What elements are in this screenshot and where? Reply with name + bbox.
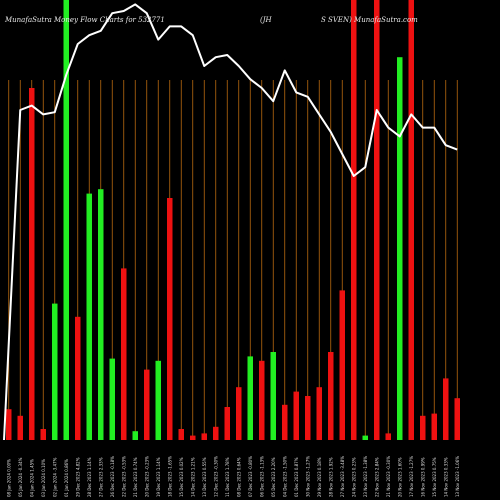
bar bbox=[316, 387, 322, 440]
bar bbox=[374, 0, 380, 440]
x-tick-label: 13 Dec 2023 0.55% bbox=[202, 457, 207, 497]
bar bbox=[328, 352, 334, 440]
x-tick-label: 28 Nov 2023 1.92% bbox=[328, 457, 333, 497]
x-tick-label: 30 Nov 2023 -1.27% bbox=[305, 456, 310, 497]
bar bbox=[121, 268, 127, 440]
chart-title-left: MunafaSutra Money Flow Charts for 532771 bbox=[4, 16, 165, 24]
bar bbox=[167, 198, 173, 440]
x-tick-label: 22 Nov 2023 2.84% bbox=[374, 457, 379, 497]
x-tick-label: 29 Dec 2023 4.82% bbox=[75, 457, 80, 497]
x-tick-label: 27 Nov 2023 -3.48% bbox=[340, 456, 345, 497]
x-tick-label: 14 Nov 2023 0.33% bbox=[443, 457, 448, 497]
x-tick-label: 28 Dec 2023 1.14% bbox=[87, 457, 92, 497]
bar bbox=[6, 409, 12, 440]
bar bbox=[213, 426, 219, 440]
bar bbox=[190, 435, 196, 440]
bar bbox=[259, 360, 265, 440]
bar bbox=[270, 352, 276, 440]
bar bbox=[52, 303, 58, 440]
x-tick-label: 07 Dec 2023 -0.80% bbox=[248, 456, 253, 497]
chart-title-mid: (JH bbox=[260, 16, 273, 24]
bar bbox=[408, 0, 414, 440]
bar bbox=[224, 407, 230, 440]
bar bbox=[178, 429, 184, 440]
bar bbox=[351, 0, 357, 440]
x-tick-label: 18 Dec 2023 -1.65% bbox=[167, 456, 172, 497]
bar bbox=[420, 415, 426, 440]
x-tick-label: 24 Nov 2023 0.23% bbox=[351, 457, 356, 497]
price-line bbox=[3, 3, 458, 441]
x-tick-label: 05 Dec 2023 2.20% bbox=[271, 457, 276, 497]
x-tick-label: 03 Jan 2024 0.10% bbox=[41, 459, 46, 497]
x-tick-label: 06 Dec 2023 -1.13% bbox=[259, 456, 264, 497]
x-tick-label: 17 Nov 2023 -1.27% bbox=[409, 456, 414, 497]
bar bbox=[397, 57, 403, 440]
x-tick-label: 20 Nov 2023 1.60% bbox=[397, 457, 402, 497]
bar bbox=[17, 415, 23, 440]
x-tick-labels: 08 Jan 2024 0.00% 05 Jan 2024 -0.34% 04 Ja… bbox=[6, 456, 460, 497]
x-tick-label: 12 Dec 2023 -0.30% bbox=[213, 456, 218, 497]
bar bbox=[40, 429, 46, 440]
x-tick-label: 23 Nov 2023 -1.38% bbox=[363, 456, 368, 497]
x-tick-label: 15 Nov 2023 0.75% bbox=[432, 457, 437, 497]
x-tick-label: 08 Jan 2024 0.00% bbox=[6, 459, 11, 497]
bar bbox=[155, 360, 161, 440]
bar bbox=[86, 193, 92, 440]
price-line-path bbox=[3, 3, 458, 441]
x-tick-label: 01 Dec 2023 0.87% bbox=[294, 457, 299, 497]
bar bbox=[75, 316, 81, 440]
x-tick-label: 13 Nov 2023 -1.06% bbox=[455, 456, 460, 497]
bar bbox=[305, 396, 311, 440]
x-tick-label: 04 Dec 2023 -1.50% bbox=[282, 456, 287, 497]
x-tick-label: 15 Dec 2023 0.02% bbox=[179, 457, 184, 497]
bar bbox=[443, 378, 449, 440]
bar bbox=[63, 0, 69, 440]
x-tick-label: 14 Dec 2023 1.21% bbox=[190, 457, 195, 497]
bar bbox=[362, 435, 368, 440]
bar bbox=[132, 431, 138, 440]
x-tick-label: 20 Dec 2023 -0.23% bbox=[144, 456, 149, 497]
volume-bars bbox=[6, 0, 460, 440]
x-tick-label: 21 Nov 2023 -0.30% bbox=[386, 456, 391, 497]
bar bbox=[282, 404, 288, 440]
x-tick-label: 26 Dec 2023 -0.18% bbox=[110, 456, 115, 497]
bar bbox=[339, 290, 345, 440]
x-tick-label: 21 Dec 2023 0.74% bbox=[133, 457, 138, 497]
x-tick-label: 29 Nov 2023 0.18% bbox=[317, 457, 322, 497]
x-tick-label: 27 Dec 2023 2.33% bbox=[98, 457, 103, 497]
bar bbox=[144, 369, 150, 440]
x-tick-label: 11 Dec 2023 1.78% bbox=[225, 457, 230, 497]
bar bbox=[98, 189, 104, 440]
bar bbox=[385, 433, 391, 440]
bar bbox=[29, 88, 35, 440]
bar bbox=[431, 413, 437, 440]
x-tick-label: 04 Jan 2024 1.45% bbox=[29, 459, 34, 497]
x-tick-label: 05 Jan 2024 -0.34% bbox=[18, 457, 23, 497]
bar bbox=[236, 387, 242, 440]
x-tick-label: 01 Jan 2024 0.86% bbox=[64, 459, 69, 497]
bar bbox=[293, 391, 299, 440]
x-tick-label: 19 Dec 2023 1.14% bbox=[156, 457, 161, 497]
bar bbox=[201, 433, 207, 440]
x-tick-label: 08 Dec 2023 0.64% bbox=[236, 457, 241, 497]
chart-title-right: S SVEN) MunafaSutra.com bbox=[321, 16, 418, 24]
x-tick-label: 02 Jan 2024 -3.47% bbox=[52, 457, 57, 497]
x-tick-label: 16 Nov 2023 0.99% bbox=[420, 457, 425, 497]
bar bbox=[109, 358, 115, 440]
bar bbox=[247, 356, 253, 440]
x-tick-label: 22 Dec 2023 -0.53% bbox=[121, 456, 126, 497]
bar bbox=[454, 398, 460, 440]
